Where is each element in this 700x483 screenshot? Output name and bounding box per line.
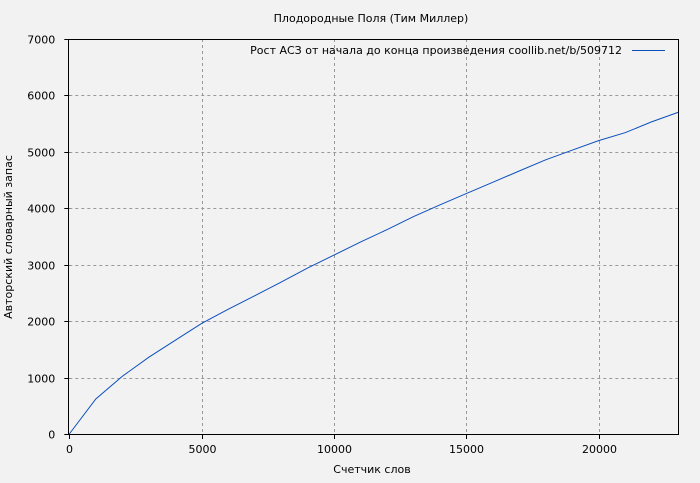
y-tick-label: 0 (48, 429, 55, 442)
x-tick-label: 15000 (449, 443, 484, 456)
x-tick-label: 0 (66, 443, 73, 456)
x-tick-label: 20000 (582, 443, 617, 456)
y-tick-label: 2000 (27, 316, 55, 329)
ticks: 0 5000 10000 15000 20000 0 1000 2000 3000 4000 500… (27, 34, 617, 457)
x-tick-label: 5000 (189, 443, 217, 456)
grid (69, 39, 678, 434)
series-line (68, 111, 679, 435)
y-tick-label: 4000 (27, 203, 55, 216)
plot-frame (68, 39, 679, 435)
y-tick-label: 3000 (27, 260, 55, 273)
y-tick-label: 1000 (27, 373, 55, 386)
y-tick-label: 7000 (27, 34, 55, 47)
chart-title: Плодородные Поля (Тим Миллер) (274, 12, 469, 25)
y-tick-label: 5000 (27, 147, 55, 160)
x-tick-label: 10000 (317, 443, 352, 456)
legend-label: Рост АСЗ от начала до конца произведения… (250, 44, 622, 57)
y-tick-label: 6000 (27, 90, 55, 103)
x-axis-label: Счетчик слов (333, 463, 410, 476)
y-axis-label: Авторский словарный запас (2, 155, 15, 319)
